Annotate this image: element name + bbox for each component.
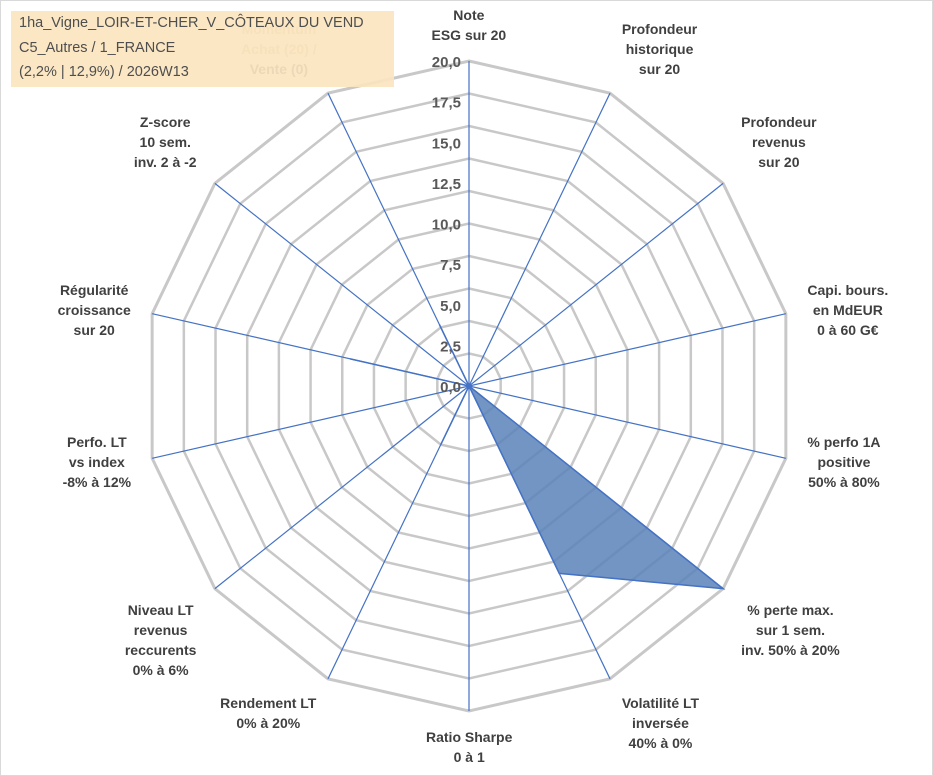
tick-label: 15,0 [432,135,461,152]
radar-series [350,324,726,590]
series-area [350,324,726,590]
axis-label-6: Volatilité LT inversée 40% à 0% [621,695,700,752]
tick-label: 20,0 [432,54,461,71]
axis-spoke-12 [214,182,470,387]
axis-label-9: Niveau LT revenus reccurents 0% à 6% [124,601,197,678]
tick-label: 10,0 [432,217,461,234]
tick-label: 7,5 [440,257,461,274]
axis-spoke-4 [468,385,786,459]
axis-label-11: Régularité croissance sur 20 [57,281,131,338]
chart-title-line-3: (2,2% | 12,9%) / 2026W13 [19,64,189,80]
chart-title-line-2: C5_Autres / 1_FRANCE [19,40,176,56]
axis-spoke-9 [214,385,470,590]
axis-spoke-2 [468,182,724,387]
axis-label-0: Note ESG sur 20 [431,7,507,43]
axis-spoke-10 [152,385,470,459]
axis-label-2: Profondeur revenus sur 20 [741,114,817,171]
axis-spoke-3 [468,313,786,387]
axis-label-8: Rendement LT 0% à 20% [220,695,317,732]
tick-label: 2,5 [440,338,461,355]
axis-label-1: Profondeur historique sur 20 [621,20,698,77]
tick-label: 0,0 [440,379,461,396]
radar-spokes [152,61,786,711]
axis-label-7: Ratio Sharpe 0 à 1 [426,729,513,765]
tick-label: 12,5 [432,176,461,193]
axis-spoke-1 [468,92,611,387]
axis-label-12: Z-score 10 sem. inv. 2 à -2 [133,114,197,171]
axis-label-3: Capi. bours. en MdEUR 0 à 60 G€ [807,281,889,338]
tick-label: 5,0 [440,298,461,315]
chart-title-box: 1ha_Vigne_LOIR-ET-CHER_V_CÔTEAUX DU VEND… [11,11,394,87]
axis-label-10: Perfo. LT vs index -8% à 12% [62,434,132,491]
chart-title-line-1: 1ha_Vigne_LOIR-ET-CHER_V_CÔTEAUX DU VEND [19,15,364,31]
radar-tick-labels: 0,0 2,5 5,0 7,5 10,0 12,5 15,0 17,5 20,0 [432,54,461,396]
axis-label-4: % perfo 1A positive 50% à 80% [807,434,881,491]
axis-label-5: % perte max. sur 1 sem. inv. 50% à 20% [741,601,840,658]
tick-label: 17,5 [432,95,461,112]
